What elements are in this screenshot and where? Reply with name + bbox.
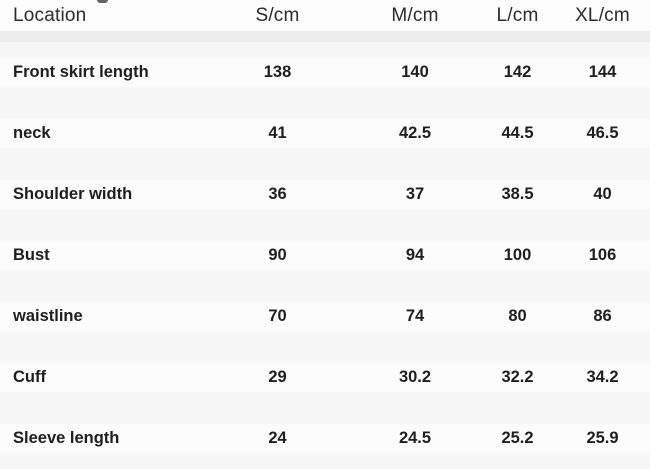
table-row-waistline: waistline 70 74 80 86	[0, 286, 650, 347]
row-label: neck	[13, 124, 51, 142]
cell-value: 138	[263, 63, 292, 81]
row-label: Cuff	[13, 368, 46, 386]
row-label: Bust	[13, 246, 50, 264]
row-label: Shoulder width	[13, 185, 133, 203]
column-header-m: M/cm	[391, 4, 439, 26]
cell-value: 29	[268, 368, 287, 386]
crop-artifact-dot	[97, 0, 108, 3]
cell-value: 142	[503, 63, 532, 81]
cell-value: 94	[405, 246, 425, 264]
cell-value: 90	[268, 246, 287, 264]
cell-value: 70	[268, 307, 287, 325]
header-separator-band	[0, 31, 650, 42]
row-label: Sleeve length	[13, 429, 120, 447]
cell-value: 25.2	[501, 429, 534, 447]
cell-value: 34.2	[586, 368, 619, 386]
row-label: Front skirt length	[13, 63, 149, 81]
table-row-shoulder-width: Shoulder width 36 37 38.5 40	[0, 164, 650, 225]
cell-value: 24.5	[398, 429, 432, 447]
row-label: waistline	[13, 307, 83, 325]
cell-value: 80	[508, 307, 527, 325]
cell-value: 74	[405, 307, 425, 325]
table-row-cuff: Cuff 29 30.2 32.2 34.2	[0, 347, 650, 408]
column-header-location: Location	[13, 4, 87, 26]
cell-value: 140	[401, 63, 429, 81]
table-row-neck: neck 41 42.5 44.5 46.5	[0, 103, 650, 164]
column-header-xl: XL/cm	[575, 4, 630, 26]
cell-value: 37	[405, 185, 425, 203]
cell-value: 86	[593, 307, 612, 325]
cell-value: 30.2	[398, 368, 432, 386]
cell-value: 25.9	[586, 429, 619, 447]
cell-value: 44.5	[501, 124, 534, 142]
table-row-bust: Bust 90 94 100 106	[0, 225, 650, 286]
column-header-s: S/cm	[255, 4, 300, 26]
cell-value: 36	[268, 185, 287, 203]
size-table-body: Front skirt length 138 140 142 144 neck …	[0, 42, 650, 469]
table-row-front-skirt-length: Front skirt length 138 140 142 144	[0, 42, 650, 103]
cell-value: 42.5	[398, 124, 432, 142]
cell-value: 144	[588, 63, 617, 81]
cell-value: 32.2	[501, 368, 534, 386]
cell-value: 24	[268, 429, 287, 447]
size-table-header: Location S/cm M/cm L/cm XL/cm	[0, 0, 650, 31]
column-header-l: L/cm	[496, 4, 539, 26]
table-row-sleeve-length: Sleeve length 24 24.5 25.2 25.9	[0, 408, 650, 469]
cell-value: 41	[268, 124, 287, 142]
cell-value: 38.5	[501, 185, 534, 203]
cell-value: 106	[588, 246, 617, 264]
cell-value: 100	[503, 246, 532, 264]
cell-value: 46.5	[586, 124, 619, 142]
cell-value: 40	[593, 185, 612, 203]
